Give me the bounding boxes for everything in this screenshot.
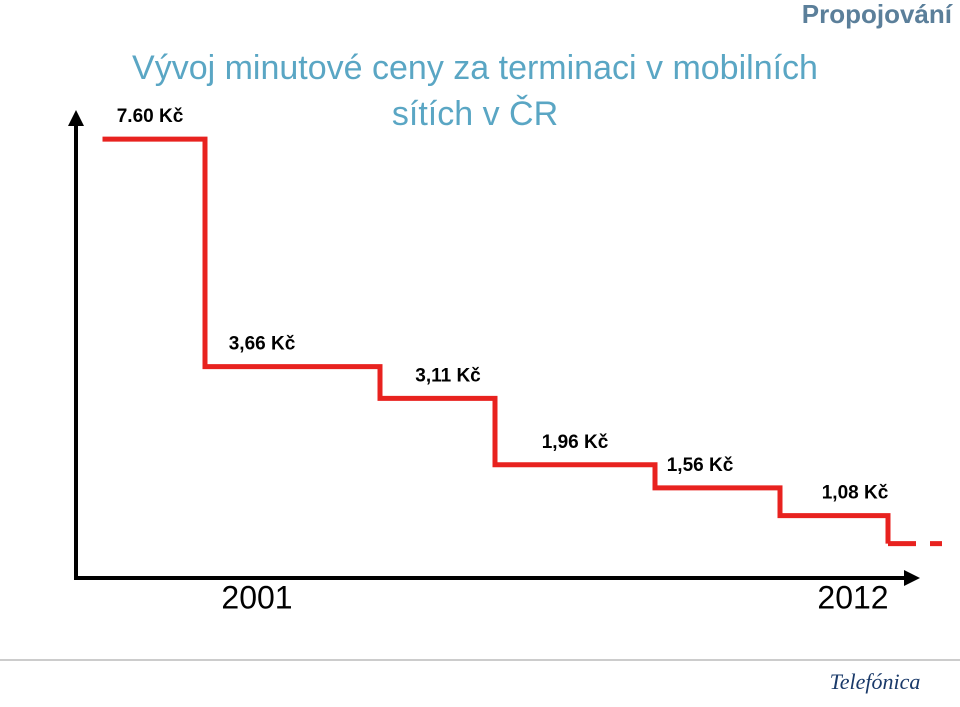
logo: Telefónica: [830, 669, 921, 694]
x-label: 2001: [221, 579, 292, 615]
x-label: 2012: [817, 579, 888, 615]
chart-title: sítích v ČR: [392, 95, 558, 133]
value-label: 1,56 Kč: [667, 455, 734, 476]
value-label: 1,96 Kč: [542, 432, 609, 453]
header: Propojování: [802, 0, 953, 29]
step-series: 7.60 Kč 3,66 Kč 3,11 Kč 1,96 Kč 1,56 Kč 1,08 …: [102, 106, 942, 547]
value-label: 3,66 Kč: [229, 334, 296, 355]
chart-title: Vývoj minutové ceny za terminaci v mobil…: [132, 49, 818, 87]
value-label: 3,11 Kč: [415, 365, 481, 386]
value-label: 7.60 Kč: [117, 106, 184, 127]
value-label: 1,08 Kč: [822, 483, 889, 504]
